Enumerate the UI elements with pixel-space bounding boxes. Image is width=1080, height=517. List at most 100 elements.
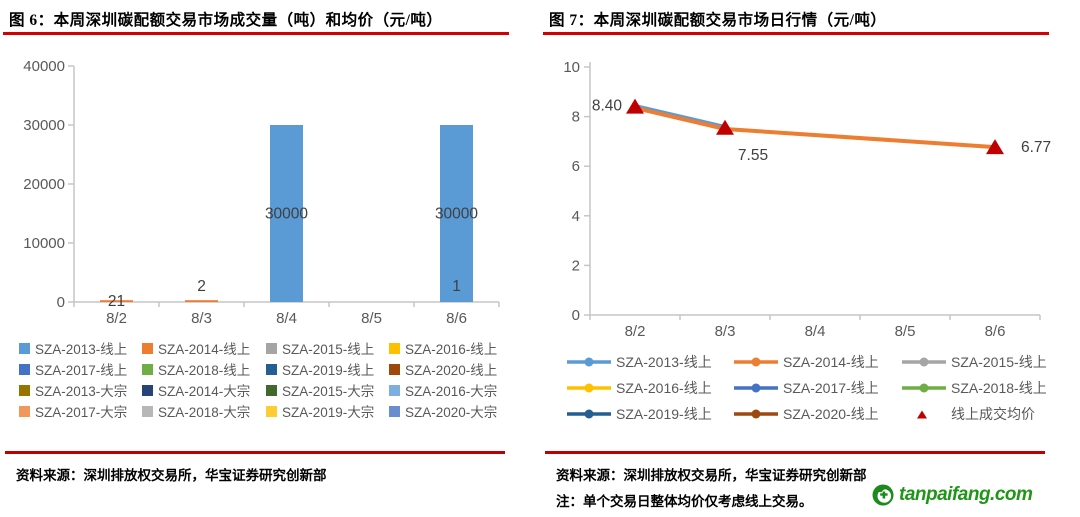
legend-swatch — [142, 363, 153, 375]
tanpaifang-logo: tanpaifang.com — [872, 484, 1033, 506]
bar-8/3-SZA-2014-线上 — [185, 300, 218, 302]
legend-label: SZA-2020-线上 — [405, 363, 498, 378]
legend-dot — [584, 383, 594, 393]
legend-swatch — [266, 384, 277, 396]
legend-swatch — [19, 384, 30, 396]
legend-dot — [919, 357, 929, 367]
legend-label: SZA-2016-线上 — [616, 380, 712, 396]
legend-item: SZA-2014-大宗 — [142, 383, 266, 399]
legend-line-marker — [902, 357, 946, 367]
bar-value-label: 30000 — [435, 206, 478, 223]
line-series-SZA-2013-线上 — [633, 103, 727, 129]
legend-dot — [919, 383, 929, 393]
bar-value-label: 1 — [452, 278, 461, 295]
footer-divider — [545, 451, 1045, 454]
legend-item: SZA-2013-大宗 — [19, 383, 142, 399]
legend-swatch — [142, 405, 153, 417]
title-underline — [543, 32, 1049, 35]
legend-swatch — [19, 405, 30, 417]
figure-7-title: 图 7：本周深圳碳配额交易市场日行情（元/吨） — [549, 12, 887, 29]
bar-8/6-SZA-2013-线上 — [440, 125, 473, 302]
daily-price-line-chart: 0 2 4 6 8 10 8/2 8/3 8/4 8/5 8/6 8.40 7.55 6.77 — [563, 59, 1051, 340]
legend-line-marker — [734, 409, 778, 419]
legend-label: SZA-2014-线上 — [783, 354, 879, 370]
tanpaifang-logo-text: tanpaifang.com — [899, 484, 1033, 505]
y-axis-tick-label: 2 — [572, 257, 580, 274]
legend-item: SZA-2018-大宗 — [142, 404, 266, 420]
legend-line-marker — [567, 357, 611, 367]
line-chart-legend: SZA-2013-线上 SZA-2014-线上 SZA-2015-线上 SZA-201… — [567, 354, 1080, 422]
legend-item: SZA-2016-大宗 — [389, 383, 512, 399]
bar-value-label: 2 — [197, 278, 206, 295]
legend-swatch — [266, 342, 277, 354]
title-underline — [3, 32, 509, 35]
legend-line-marker — [902, 383, 946, 393]
x-axis-tick-label: 8/4 — [805, 323, 826, 340]
legend-label: SZA-2020-线上 — [783, 406, 879, 422]
legend-dot — [751, 357, 761, 367]
legend-item: SZA-2018-线上 — [902, 380, 1080, 396]
legend-label: SZA-2017-线上 — [35, 363, 128, 378]
legend-item: SZA-2014-线上 — [734, 354, 902, 370]
legend-swatch — [142, 342, 153, 354]
bar-8/4-SZA-2013-线上 — [270, 125, 303, 302]
legend-item: SZA-2017-大宗 — [19, 404, 142, 420]
bar-chart-legend: SZA-2013-线上 SZA-2014-线上 SZA-2015-线上 SZA-201… — [19, 341, 512, 420]
legend-item: SZA-2015-大宗 — [266, 383, 389, 399]
legend-swatch — [19, 363, 30, 375]
legend-item: SZA-2017-线上 — [734, 380, 902, 396]
legend-swatch — [389, 363, 400, 375]
legend-dot — [751, 409, 761, 419]
y-axis-tick-label: 0 — [57, 294, 65, 311]
legend-label: SZA-2013-线上 — [616, 354, 712, 370]
legend-item: SZA-2019-大宗 — [266, 404, 389, 420]
legend-label: SZA-2019-线上 — [616, 406, 712, 422]
legend-dot — [584, 409, 594, 419]
legend-swatch — [389, 342, 400, 354]
legend-line-marker — [567, 409, 611, 419]
point-value-label: 8.40 — [592, 98, 623, 115]
legend-label: SZA-2014-大宗 — [158, 384, 251, 399]
y-axis-tick-label: 10000 — [23, 235, 65, 252]
x-axis-tick-label: 8/3 — [191, 310, 212, 327]
avg-price-marker — [626, 98, 644, 114]
legend-item: SZA-2020-线上 — [389, 362, 512, 378]
legend-item: SZA-2019-线上 — [567, 406, 734, 422]
x-axis-tick-label: 8/5 — [895, 323, 916, 340]
y-axis-tick-label: 40000 — [23, 58, 65, 75]
bar-8/2-SZA-2014-线上 — [100, 300, 133, 302]
x-axis-tick-label: 8/6 — [446, 310, 467, 327]
avg-price-marker — [986, 139, 1004, 155]
legend-label: SZA-2016-线上 — [405, 342, 498, 357]
legend-label: SZA-2019-线上 — [282, 363, 375, 378]
figure-6-panel: 图 6：本周深圳碳配额交易市场成交量（吨）和均价（元/吨） 0 10000 2000… — [3, 12, 512, 483]
legend-label: SZA-2015-线上 — [282, 342, 375, 357]
bar-value-label: 21 — [108, 293, 125, 310]
x-axis-tick-label: 8/5 — [361, 310, 382, 327]
x-axis-tick-label: 8/3 — [715, 323, 736, 340]
legend-swatch — [266, 363, 277, 375]
y-axis-tick-label: 8 — [572, 109, 580, 126]
y-axis-tick-label: 4 — [572, 208, 580, 225]
x-axis-tick-label: 8/4 — [276, 310, 297, 327]
legend-item: SZA-2014-线上 — [142, 341, 266, 357]
figure-7-panel: 图 7：本周深圳碳配额交易市场日行情（元/吨） 0 2 4 6 8 10 8/2 8/3 8/4… — [540, 0, 1080, 517]
tanpaifang-logo-icon — [872, 484, 894, 506]
source-text: 资料来源：深圳排放权交易所，华宝证券研究创新部 — [16, 468, 327, 483]
legend-label: SZA-2016-大宗 — [405, 384, 498, 399]
legend-item: SZA-2016-线上 — [389, 341, 512, 357]
legend-swatch — [389, 405, 400, 417]
x-axis-tick-label: 8/2 — [625, 323, 646, 340]
legend-swatch — [266, 405, 277, 417]
legend-label: SZA-2013-大宗 — [35, 384, 128, 399]
avg-price-marker — [716, 119, 734, 135]
legend-dot — [751, 383, 761, 393]
legend-line-marker — [734, 357, 778, 367]
legend-label: SZA-2018-线上 — [158, 363, 251, 378]
legend-label: SZA-2017-线上 — [783, 380, 879, 396]
source-text: 资料来源：深圳排放权交易所，华宝证券研究创新部 — [556, 468, 867, 483]
legend-label: SZA-2015-大宗 — [282, 384, 375, 399]
point-value-label: 7.55 — [738, 147, 768, 164]
